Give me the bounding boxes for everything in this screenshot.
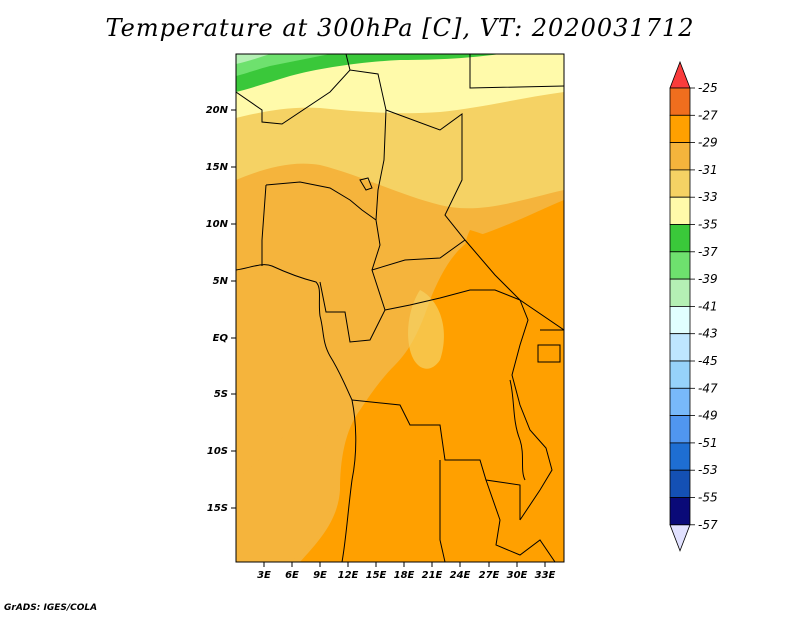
colorbar-swatch [669,305,691,335]
colorbar-swatch [669,196,691,225]
grads-credit: GrADS: IGES/COLA [4,603,98,613]
colorbar-swatch [669,224,691,253]
colorbar-swatch [669,497,691,526]
border-angola-zambia [439,460,446,562]
colorbar-swatch [669,442,691,471]
west-coastline [236,264,357,562]
lon-label: 27E [479,570,500,581]
colorbar-label: -33 [698,190,718,204]
colorbar-label: -49 [698,409,718,423]
field-region-29 [300,200,564,562]
border-nigeria-niger [265,181,377,221]
lon-label: 18E [394,570,415,581]
colorbar-label: -37 [698,245,718,259]
colorbar-swatch [669,333,691,362]
lake-victoria [537,344,561,363]
lake-tanganyika [509,379,526,481]
lon-label: 6E [285,570,299,581]
border-sudan [385,109,564,331]
field-patch-29 [464,230,530,288]
border-car-north [371,239,466,271]
field-band-35 [236,54,564,118]
colorbar-label: -43 [698,327,718,341]
colorbar-swatch [669,469,691,498]
lon-label: 15E [366,570,387,581]
map-frame [235,53,565,563]
lat-label: 10N [206,219,229,230]
colorbar-label: -35 [698,218,718,232]
border-great-lakes [511,299,553,521]
lat-label: 15S [207,503,228,514]
border-zambia [485,479,556,562]
colorbar-swatch [669,251,691,280]
field-streak-31 [236,420,334,562]
colorbar-swatch [669,114,691,144]
latitude-axis: 20N 15N 10N 5N EQ 5S 10S 15S [206,105,236,514]
colorbar-label: -53 [698,463,718,477]
lake-chad [359,177,373,191]
lon-label: 9E [313,570,327,581]
lon-label: 24E [450,570,471,581]
longitude-axis: 3E 6E 9E 12E 15E 18E 21E 24E 27E 30E 33E [257,562,556,581]
lat-label: 5N [213,276,229,287]
colorbar-swatch [669,169,691,198]
border-angola-drc [351,399,521,520]
field-band-41 [236,54,270,64]
colorbar-label: -55 [698,491,718,505]
field-streak-33 [408,290,444,369]
colorbar-label: -27 [698,108,718,122]
field-band-37 [236,54,500,92]
colorbar-label: -41 [698,299,718,313]
colorbar-label: -47 [698,381,718,395]
field-band-39 [236,54,330,76]
colorbar-arrow-bottom [669,524,691,552]
border-north-1 [345,54,351,71]
lon-label: 12E [338,570,359,581]
lat-label: EQ [213,333,229,344]
colorbar-label: -29 [698,136,718,150]
country-borders [236,54,564,562]
colorbar-label: -57 [698,518,718,532]
lon-label: 30E [507,570,528,581]
lat-label: 10S [207,446,228,457]
colorbar-label: -31 [698,163,718,177]
colorbar-label: -39 [698,272,718,286]
colorbar-swatch [669,142,691,171]
colorbar: -25 -27 -29 -31 -33 -35 -37 -39 -41 -43 -45 -47 -49 -… [669,60,718,552]
colorbar-swatch [669,87,691,116]
border-cameroon [319,219,386,343]
colorbar-label: -51 [698,436,718,450]
map-title: Temperature at 300hPa [C], VT: 202003171… [105,14,695,42]
lon-label: 33E [535,570,556,581]
lon-label: 21E [422,570,443,581]
colorbar-arrow-top [669,60,691,89]
border-benin [261,184,267,266]
colorbar-swatch [669,415,691,444]
border-car-drc [384,289,521,311]
temperature-field [236,54,564,562]
colorbar-label: -25 [698,81,718,95]
colorbar-label: -45 [698,354,718,368]
colorbar-swatch [669,360,691,389]
lon-label: 3E [257,570,271,581]
colorbar-swatch [669,278,691,307]
lat-label: 15N [206,162,229,173]
lat-label: 20N [206,105,229,116]
border-north-east [469,54,564,89]
colorbar-swatch [669,387,691,416]
lat-label: 5S [214,389,228,400]
